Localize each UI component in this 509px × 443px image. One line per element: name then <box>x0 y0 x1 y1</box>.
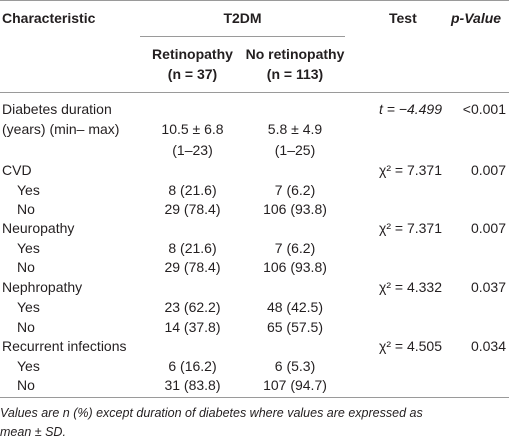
infections-no-label: No <box>17 377 35 393</box>
neuropathy-no-ret: 29 (78.4) <box>164 259 221 275</box>
cvd-yes-label: Yes <box>17 182 40 198</box>
nephropathy-no-noret: 65 (57.5) <box>266 319 324 335</box>
nephropathy-yes-noret: 48 (42.5) <box>266 299 324 315</box>
header-pvalue: p-Value <box>451 10 502 26</box>
duration-p: <0.001 <box>462 101 506 117</box>
cvd-no-ret: 29 (78.4) <box>164 201 221 217</box>
cvd-no-label: No <box>17 201 35 217</box>
row-duration-label-2: (years) (min– max) <box>2 121 120 137</box>
infections-no-noret: 107 (94.7) <box>263 377 327 393</box>
neuropathy-yes-ret: 8 (21.6) <box>168 240 217 256</box>
header-no-retinopathy: No retinopathy <box>245 46 345 62</box>
row-infections-label: Recurrent infections <box>2 338 127 354</box>
neuropathy-yes-label: Yes <box>17 240 40 256</box>
infections-yes-noret: 6 (5.3) <box>274 358 316 374</box>
header-test: Test <box>389 10 417 26</box>
footnote-line-2: mean ± SD. <box>0 425 66 439</box>
cvd-no-noret: 106 (93.8) <box>263 201 327 217</box>
infections-test: χ² = 4.505 <box>379 338 442 354</box>
header-t2dm: T2DM <box>223 10 262 26</box>
header-bottom-rule <box>0 92 509 93</box>
cvd-test: χ² = 7.371 <box>379 162 442 178</box>
row-cvd-label: CVD <box>2 162 32 178</box>
duration-ret-range: (1–23) <box>172 142 213 158</box>
infections-yes-ret: 6 (16.2) <box>168 358 217 374</box>
header-characteristic: Characteristic <box>2 10 96 26</box>
nephropathy-yes-ret: 23 (62.2) <box>164 299 221 315</box>
nephropathy-no-label: No <box>17 319 35 335</box>
table-top-rule <box>0 0 509 1</box>
infections-no-ret: 31 (83.8) <box>164 377 221 393</box>
duration-noret-range: (1–25) <box>274 142 316 158</box>
infections-p: 0.034 <box>470 338 506 354</box>
neuropathy-p: 0.007 <box>470 220 506 236</box>
header-no-retinopathy-n: (n = 113) <box>266 66 324 82</box>
neuropathy-no-noret: 106 (93.8) <box>263 259 327 275</box>
nephropathy-no-ret: 14 (37.8) <box>164 319 221 335</box>
row-nephropathy-label: Nephropathy <box>2 279 83 295</box>
duration-test: t = −4.499 <box>378 101 442 117</box>
cvd-yes-ret: 8 (21.6) <box>168 182 217 198</box>
footnote-line-1: Values are n (%) except duration of diab… <box>0 406 423 420</box>
nephropathy-test: χ² = 4.332 <box>379 279 442 295</box>
neuropathy-no-label: No <box>17 259 35 275</box>
nephropathy-yes-label: Yes <box>17 299 40 315</box>
row-neuropathy-label: Neuropathy <box>2 220 75 236</box>
table-footnote: Values are n (%) except duration of diab… <box>0 404 509 442</box>
t2dm-underline <box>140 36 345 37</box>
row-duration-label: Diabetes duration <box>2 101 112 117</box>
header-retinopathy-n: (n = 37) <box>167 66 218 82</box>
duration-ret: 10.5 ± 6.8 <box>161 121 224 137</box>
cvd-yes-noret: 7 (6.2) <box>274 182 316 198</box>
header-retinopathy: Retinopathy <box>152 46 233 62</box>
neuropathy-yes-noret: 7 (6.2) <box>274 240 316 256</box>
neuropathy-test: χ² = 7.371 <box>379 220 442 236</box>
table-bottom-rule <box>0 397 509 398</box>
cvd-p: 0.007 <box>470 162 506 178</box>
duration-noret: 5.8 ± 4.9 <box>267 121 323 137</box>
nephropathy-p: 0.037 <box>470 279 506 295</box>
infections-yes-label: Yes <box>17 358 40 374</box>
